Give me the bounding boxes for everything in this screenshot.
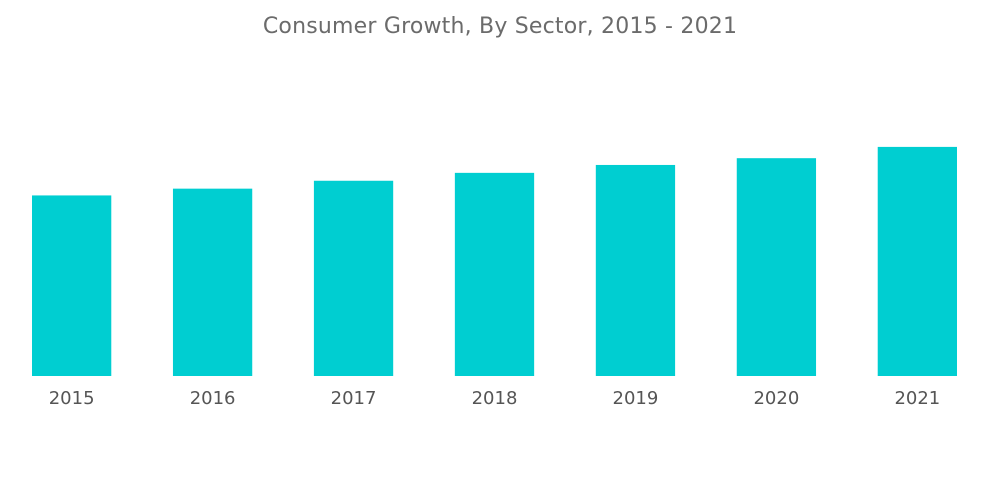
- bar-2017: [313, 180, 394, 376]
- x-tick-label: 2018: [472, 388, 518, 409]
- bar-2021: [877, 146, 957, 376]
- bar-2020: [736, 158, 817, 376]
- x-tick-label: 2021: [894, 388, 940, 409]
- x-tick-label: 2019: [613, 388, 659, 409]
- x-tick-label: 2015: [49, 388, 95, 409]
- x-axis-ticks: 2015 2016 2017 2018 2019 2020 2021: [49, 388, 941, 409]
- x-tick-label: 2020: [753, 388, 799, 409]
- bar-2016: [172, 188, 253, 376]
- bars-layer: [32, 146, 957, 376]
- chart-title: Consumer Growth, By Sector, 2015 - 2021: [262, 14, 738, 39]
- x-tick-label: 2016: [190, 388, 236, 409]
- bar-2018: [454, 172, 535, 376]
- bar-2019: [595, 164, 676, 376]
- bar-2015: [32, 195, 112, 376]
- x-tick-label: 2017: [331, 388, 377, 409]
